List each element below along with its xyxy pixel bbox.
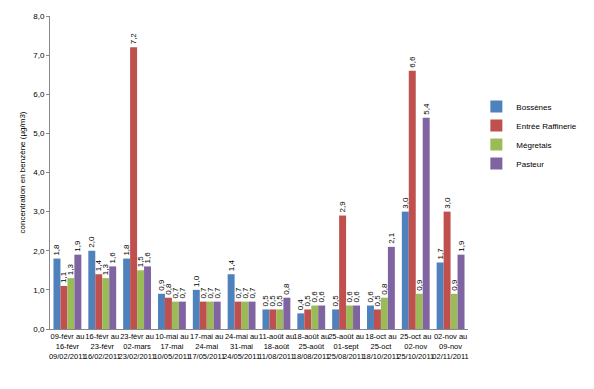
svg-text:2,1: 2,1 <box>387 232 396 244</box>
svg-text:0,7: 0,7 <box>178 287 187 299</box>
svg-text:0,6: 0,6 <box>366 291 375 303</box>
svg-text:0,4: 0,4 <box>296 299 305 311</box>
svg-text:1,9: 1,9 <box>457 240 466 252</box>
svg-text:6,6: 6,6 <box>408 56 417 68</box>
svg-text:0,0: 0,0 <box>33 325 45 334</box>
svg-text:0,7: 0,7 <box>213 287 222 299</box>
svg-text:0,5: 0,5 <box>373 295 382 307</box>
svg-text:1,8: 1,8 <box>52 244 61 256</box>
svg-text:0,7: 0,7 <box>234 287 243 299</box>
svg-text:3,0: 3,0 <box>443 197 452 209</box>
svg-text:0,7: 0,7 <box>206 287 215 299</box>
svg-text:10-mai au17-mai10/05/2011: 10-mai au17-mai10/05/2011 <box>153 332 190 361</box>
svg-text:0,5: 0,5 <box>268 295 277 307</box>
svg-text:3,0: 3,0 <box>401 197 410 209</box>
svg-text:0,5: 0,5 <box>303 295 312 307</box>
svg-text:1,4: 1,4 <box>94 260 103 272</box>
svg-text:0,5: 0,5 <box>275 295 284 307</box>
svg-text:1,0: 1,0 <box>192 275 201 287</box>
svg-text:18-août au25-août18/08/2011: 18-août au25-août18/08/2011 <box>293 332 330 361</box>
svg-text:7,2: 7,2 <box>129 33 138 45</box>
svg-text:0,8: 0,8 <box>380 283 389 295</box>
svg-text:0,7: 0,7 <box>171 287 180 299</box>
svg-text:6,0: 6,0 <box>33 90 45 99</box>
svg-text:0,6: 0,6 <box>317 291 326 303</box>
svg-text:09-févr au16-févr09/02/2011: 09-févr au16-févr09/02/2011 <box>49 332 86 361</box>
svg-text:1,4: 1,4 <box>227 260 236 272</box>
svg-text:1,7: 1,7 <box>436 248 445 260</box>
svg-text:16-févr au23-févr16/02/2011: 16-févr au23-févr16/02/2011 <box>84 332 121 361</box>
svg-text:24-mai au31-mai24/05/2011: 24-mai au31-mai24/05/2011 <box>223 332 260 361</box>
svg-text:1,0: 1,0 <box>33 286 45 295</box>
svg-text:18-oct au25-oct18/10/2011: 18-oct au25-oct18/10/2011 <box>362 332 399 361</box>
svg-text:1,6: 1,6 <box>108 252 117 264</box>
svg-text:25-août au01-sept25/08/2011: 25-août au01-sept25/08/2011 <box>328 332 365 361</box>
svg-text:2,0: 2,0 <box>87 236 96 248</box>
svg-text:concentration en benzène (µg/m: concentration en benzène (µg/m3) <box>18 111 27 233</box>
svg-text:Pasteur: Pasteur <box>516 160 544 169</box>
svg-text:1,3: 1,3 <box>66 263 75 275</box>
svg-text:0,7: 0,7 <box>199 287 208 299</box>
svg-text:02-nov au09-nov02/11/2011: 02-nov au09-nov02/11/2011 <box>432 332 468 361</box>
svg-text:Bossènes: Bossènes <box>516 103 551 112</box>
svg-text:1,1: 1,1 <box>59 271 68 283</box>
svg-text:5,4: 5,4 <box>422 103 431 115</box>
svg-text:0,7: 0,7 <box>241 287 250 299</box>
svg-text:0,9: 0,9 <box>415 279 424 291</box>
svg-text:25-oct au02-nov25/10/2011: 25-oct au02-nov25/10/2011 <box>397 332 434 361</box>
svg-text:0,5: 0,5 <box>331 295 340 307</box>
svg-text:2,0: 2,0 <box>33 247 45 256</box>
svg-text:Mégretais: Mégretais <box>516 141 551 150</box>
svg-text:0,7: 0,7 <box>248 287 257 299</box>
svg-text:4,0: 4,0 <box>33 168 45 177</box>
svg-text:0,9: 0,9 <box>450 279 459 291</box>
svg-text:0,5: 0,5 <box>261 295 270 307</box>
svg-text:0,6: 0,6 <box>352 291 361 303</box>
svg-text:23-févr au02-mars23/02/2011: 23-févr au02-mars23/02/2011 <box>119 332 156 361</box>
svg-text:Entrée Raffinerie: Entrée Raffinerie <box>516 122 576 131</box>
svg-text:0,6: 0,6 <box>345 291 354 303</box>
svg-text:0,8: 0,8 <box>282 283 291 295</box>
svg-text:0,9: 0,9 <box>157 279 166 291</box>
svg-text:1,6: 1,6 <box>143 252 152 264</box>
svg-text:0,8: 0,8 <box>164 283 173 295</box>
svg-text:1,8: 1,8 <box>122 244 131 256</box>
svg-text:2,9: 2,9 <box>338 201 347 213</box>
svg-text:11-août au18-août11/08/2011: 11-août au18-août11/08/2011 <box>258 332 294 361</box>
svg-text:3,0: 3,0 <box>33 207 45 216</box>
svg-text:8,0: 8,0 <box>33 12 45 21</box>
svg-text:7,0: 7,0 <box>33 51 45 60</box>
svg-text:5,0: 5,0 <box>33 129 45 138</box>
svg-text:17-mai au24-mai17/05/2011: 17-mai au24-mai17/05/2011 <box>188 332 225 361</box>
svg-text:1,5: 1,5 <box>136 256 145 268</box>
svg-text:0,6: 0,6 <box>310 291 319 303</box>
svg-text:1,3: 1,3 <box>101 263 110 275</box>
svg-text:1,9: 1,9 <box>73 240 82 252</box>
